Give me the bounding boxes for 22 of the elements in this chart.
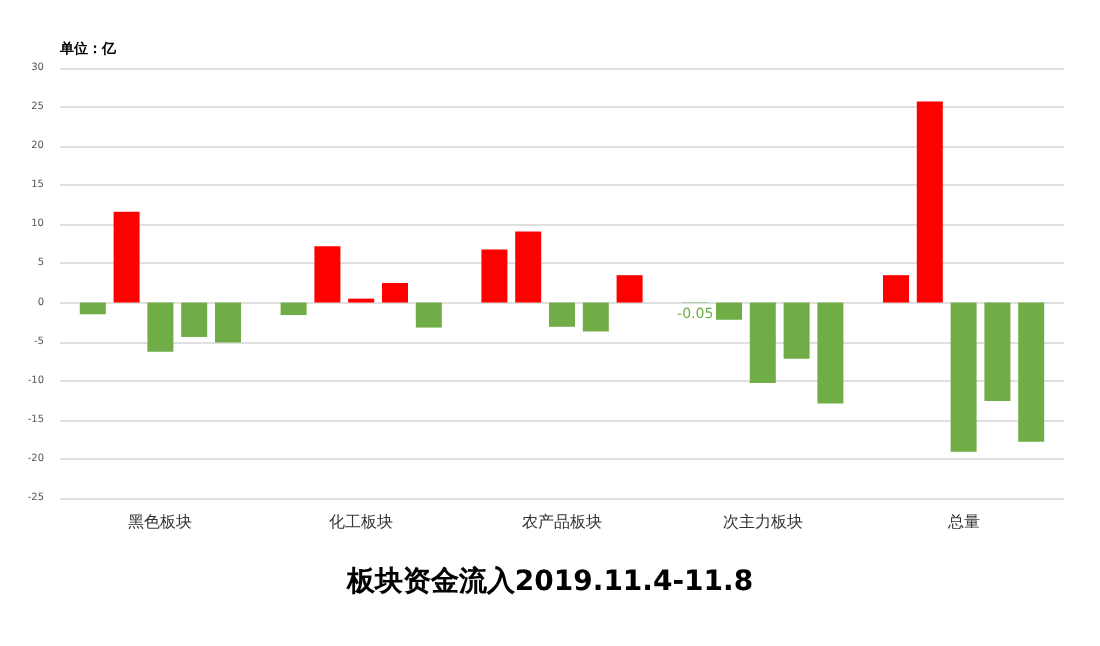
bar [113,211,140,303]
bar [181,302,208,337]
bar [950,302,977,452]
x-tick-label: 农产品板块 [522,513,602,531]
bar [549,302,575,327]
x-tick-label: 化工板块 [329,513,394,531]
bar [817,302,844,404]
bar [415,302,442,328]
text: 板块资金流入2019.11.4-11.8 [344,564,754,598]
x-tick-label: 总量 [945,513,980,531]
bar [314,246,341,303]
bar [147,302,174,352]
bar [783,302,810,359]
x-tick-label: 黑色板块 [128,513,193,531]
bar [515,231,542,303]
bar [984,302,1011,402]
bar [749,302,776,384]
bar [916,101,943,303]
bar [215,302,241,343]
x-tick-label: 次主力板块 [722,513,803,531]
bar [582,302,609,332]
bar [1018,302,1045,442]
